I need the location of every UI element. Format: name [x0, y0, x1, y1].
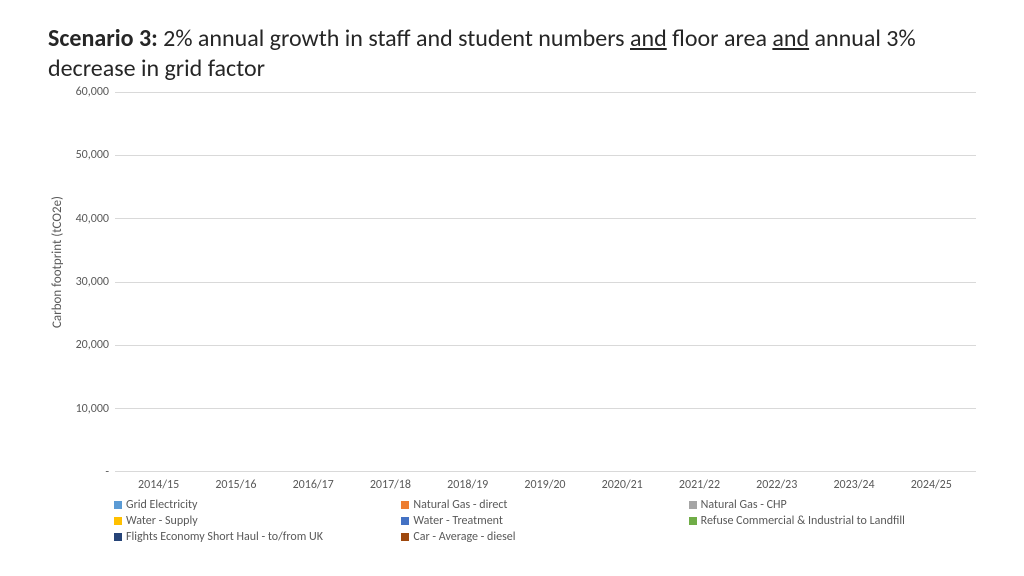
grid-line: [115, 155, 976, 156]
plot-area: [115, 92, 976, 472]
title-part1: 2% annual growth in staff and student nu…: [158, 24, 630, 53]
legend-swatch: [401, 533, 409, 541]
legend-label: Water - Treatment: [413, 514, 503, 528]
legend-swatch: [401, 517, 409, 525]
legend-item: Natural Gas - direct: [401, 498, 688, 512]
legend-swatch: [689, 501, 697, 509]
title-and1: and: [630, 24, 667, 53]
y-tick-label: 40,000: [76, 212, 109, 226]
y-tick-label: 50,000: [76, 148, 109, 162]
y-tick-label: 60,000: [76, 85, 109, 99]
x-tick-label: 2024/25: [902, 478, 960, 492]
legend-label: Refuse Commercial & Industrial to Landfi…: [701, 514, 905, 528]
y-tick-label: -: [105, 465, 109, 479]
legend-item: Natural Gas - CHP: [689, 498, 976, 512]
title-part2: floor area: [667, 24, 773, 53]
chart-title: Scenario 3: 2% annual growth in staff an…: [48, 24, 976, 84]
x-tick-label: 2015/16: [207, 478, 265, 492]
legend-item: Water - Treatment: [401, 514, 688, 528]
grid-line: [115, 92, 976, 93]
title-and2: and: [772, 24, 809, 53]
legend-item: Car - Average - diesel: [401, 530, 688, 544]
legend: Grid Electricity Natural Gas - direct Natu…: [114, 498, 976, 544]
y-axis-label: Carbon footprint (tCO2e): [48, 92, 65, 472]
title-prefix: Scenario 3:: [48, 24, 158, 53]
legend-swatch: [114, 533, 122, 541]
legend-swatch: [689, 517, 697, 525]
legend-item: Flights Economy Short Haul - to/from UK: [114, 530, 401, 544]
grid-line: [115, 345, 976, 346]
x-tick-label: 2022/23: [748, 478, 806, 492]
legend-item: Refuse Commercial & Industrial to Landfi…: [689, 514, 976, 528]
x-tick-label: 2017/18: [361, 478, 419, 492]
grid-line: [115, 282, 976, 283]
legend-swatch: [401, 501, 409, 509]
x-tick-label: 2019/20: [516, 478, 574, 492]
grid-line: [115, 408, 976, 409]
legend-label: Flights Economy Short Haul - to/from UK: [126, 530, 323, 544]
y-tick-label: 20,000: [76, 338, 109, 352]
x-tick-label: 2023/24: [825, 478, 883, 492]
legend-label: Natural Gas - direct: [413, 498, 507, 512]
legend-label: Natural Gas - CHP: [701, 498, 787, 512]
x-tick-label: 2014/15: [130, 478, 188, 492]
y-axis: -10,00020,00030,00040,00050,00060,000: [65, 92, 115, 472]
legend-swatch: [114, 517, 122, 525]
x-tick-label: 2021/22: [670, 478, 728, 492]
legend-swatch: [114, 501, 122, 509]
x-tick-label: 2018/19: [439, 478, 497, 492]
y-tick-label: 10,000: [76, 402, 109, 416]
legend-item: Grid Electricity: [114, 498, 401, 512]
y-tick-label: 30,000: [76, 275, 109, 289]
legend-item: Water - Supply: [114, 514, 401, 528]
x-axis: 2014/15 2015/16 2016/17 2017/18 2018/19 2019/…: [114, 472, 976, 492]
grid-line: [115, 218, 976, 219]
legend-label: Water - Supply: [126, 514, 198, 528]
x-tick-label: 2016/17: [284, 478, 342, 492]
x-tick-label: 2020/21: [593, 478, 651, 492]
legend-label: Grid Electricity: [126, 498, 197, 512]
legend-label: Car - Average - diesel: [413, 530, 515, 544]
